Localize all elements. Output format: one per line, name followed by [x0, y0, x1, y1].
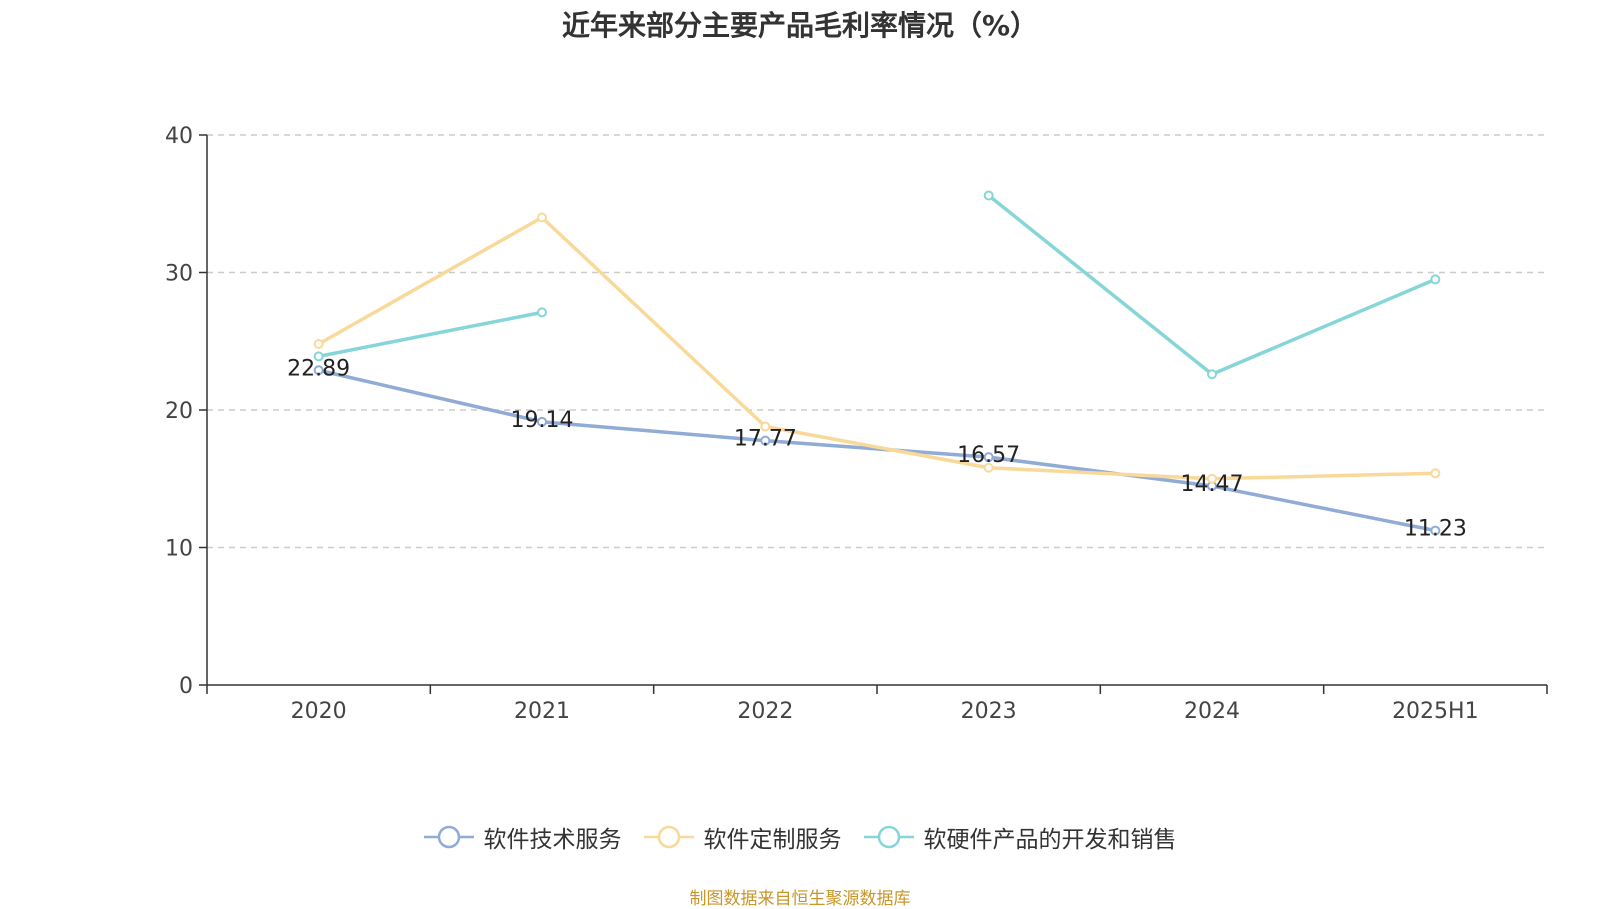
axes: 0 10 20 30 40 2020 2021 2022 2023 2024 2025H1	[165, 124, 1548, 724]
x-tick-label: 2025H1	[1392, 699, 1479, 724]
legend-label: 软件定制服务	[703, 827, 842, 853]
y-tick-label: 30	[165, 262, 193, 287]
data-point	[1430, 274, 1441, 285]
legend-line-circle-icon	[423, 825, 474, 849]
data-labels: 22.89 19.14 17.77 16.57 14.47 11.23	[287, 356, 1467, 541]
source-note: 制图数据来自恒生聚源数据库	[689, 889, 911, 909]
legend-item-hardware-software-products[interactable]: 软硬件产品的开发和销售	[863, 820, 1177, 854]
data-point	[983, 190, 994, 201]
data-label: 14.47	[1181, 472, 1244, 497]
data-point	[313, 351, 324, 362]
data-point	[537, 212, 547, 223]
legend: 软件技术服务 软件定制服务 软硬件产品的开发和销售	[0, 820, 1600, 854]
data-label: 16.57	[957, 443, 1020, 468]
data-point	[537, 416, 547, 427]
x-tick-label: 2024	[1184, 699, 1240, 724]
data-label: 19.14	[511, 408, 574, 433]
data-point	[1207, 369, 1217, 380]
data-point	[537, 307, 547, 318]
grid-lines	[207, 134, 1547, 549]
data-point	[313, 365, 324, 376]
legend-line-circle-icon	[863, 825, 914, 849]
y-tick-label: 40	[165, 124, 193, 149]
data-label: 11.23	[1404, 517, 1467, 542]
y-tick-label: 0	[179, 674, 193, 699]
chart-title: 近年来部分主要产品毛利率情况（%）	[561, 9, 1039, 42]
legend-circle	[877, 825, 900, 849]
x-tick-label: 2020	[291, 699, 347, 724]
y-tick-label: 20	[165, 399, 193, 424]
data-label: 22.89	[287, 356, 350, 381]
data-point	[983, 462, 994, 473]
series-line	[317, 215, 1436, 481]
data-point	[983, 452, 994, 463]
x-tick-label: 2021	[514, 699, 570, 724]
series-line	[318, 368, 1436, 533]
data-point	[1430, 525, 1441, 536]
data-point	[313, 339, 324, 349]
data-point	[1430, 468, 1441, 479]
data-label: 17.77	[734, 427, 797, 452]
x-tick-label: 2023	[961, 699, 1017, 724]
series-line	[318, 310, 543, 359]
legend-line-circle-icon	[643, 825, 694, 849]
x-tick-label: 2022	[737, 699, 793, 724]
legend-item-software-custom-service[interactable]: 软件定制服务	[643, 820, 842, 854]
data-point	[760, 435, 771, 446]
data-point	[760, 421, 771, 432]
y-tick-label: 10	[165, 537, 193, 562]
data-point	[1207, 473, 1217, 484]
legend-circle	[437, 825, 460, 849]
legend-label: 软硬件产品的开发和销售	[923, 827, 1177, 853]
series-line	[987, 194, 1437, 376]
legend-circle	[657, 825, 680, 849]
legend-item-software-tech-service[interactable]: 软件技术服务	[423, 820, 622, 854]
series-lines	[313, 190, 1441, 536]
legend-label: 软件技术服务	[483, 827, 622, 853]
